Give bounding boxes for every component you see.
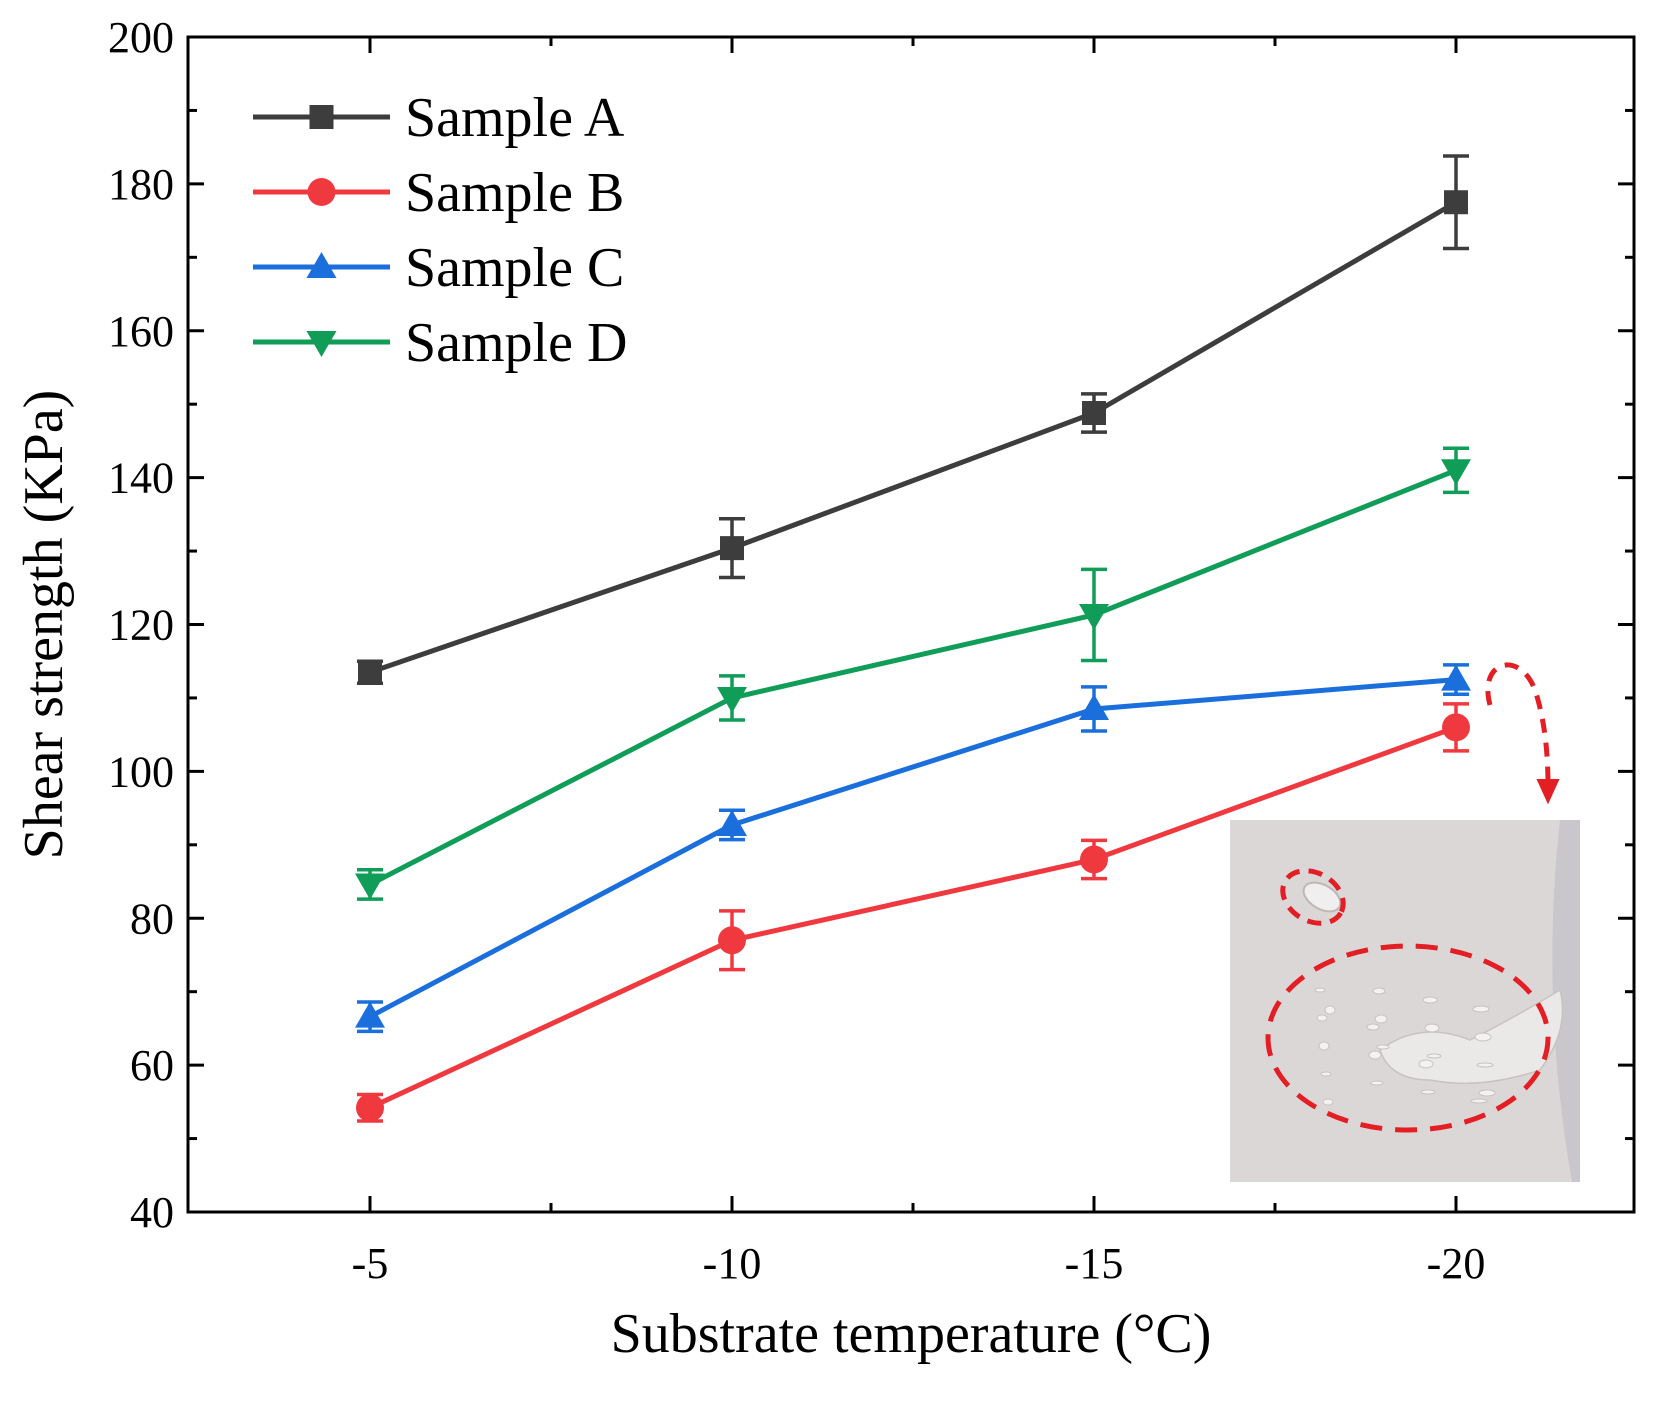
legend: Sample A Sample B Sample C Sample D bbox=[253, 87, 627, 374]
inset-ice-fragment bbox=[1370, 1080, 1384, 1086]
y-tick-label: 120 bbox=[108, 601, 174, 650]
legend-label: Sample D bbox=[405, 312, 627, 374]
inset-ice-fragment bbox=[1372, 987, 1386, 995]
inset-ice-fragment bbox=[1424, 1023, 1440, 1033]
series-line bbox=[369, 200, 1458, 675]
x-tick-label: -5 bbox=[352, 1239, 389, 1288]
series-sample-b bbox=[356, 702, 1470, 1123]
y-tick-label: 160 bbox=[108, 307, 174, 356]
triangle-up-marker bbox=[1079, 693, 1109, 720]
inset-ice-fragment bbox=[1318, 1041, 1330, 1051]
triangle-up-marker bbox=[717, 809, 747, 836]
x-tick-label: -20 bbox=[1427, 1239, 1486, 1288]
inset-pointer-arrowhead bbox=[1536, 779, 1560, 805]
x-tick-label: -15 bbox=[1065, 1239, 1124, 1288]
square-marker bbox=[309, 105, 334, 129]
series-sample-a bbox=[357, 154, 1469, 685]
circle-marker bbox=[1442, 713, 1470, 742]
legend-label: Sample B bbox=[405, 162, 624, 224]
square-marker bbox=[1082, 401, 1106, 425]
y-tick-label: 100 bbox=[108, 747, 174, 796]
triangle-up-marker bbox=[306, 252, 337, 278]
x-tick-label: -10 bbox=[703, 1239, 762, 1288]
y-tick-label: 140 bbox=[108, 454, 174, 503]
square-marker bbox=[1444, 190, 1468, 215]
inset-pointer-arrow bbox=[1485, 662, 1551, 786]
triangle-up-marker bbox=[1441, 664, 1471, 691]
inset-ice-fragment bbox=[1472, 1005, 1490, 1013]
inset-ice-fragment bbox=[1426, 1053, 1442, 1059]
y-tick-label: 60 bbox=[130, 1041, 174, 1090]
y-axis-title: Shear strength (KPa) bbox=[13, 390, 75, 860]
legend-item-sample-a: Sample A bbox=[253, 87, 625, 149]
triangle-up-marker bbox=[355, 1001, 385, 1028]
circle-marker bbox=[356, 1093, 384, 1122]
inset-ice-fragment bbox=[1470, 1098, 1488, 1104]
legend-item-sample-c: Sample C bbox=[253, 237, 624, 299]
inset-ice-fragment bbox=[1368, 1050, 1382, 1060]
legend-label: Sample C bbox=[405, 237, 624, 299]
square-marker bbox=[720, 536, 744, 561]
series-line bbox=[368, 724, 1457, 1110]
y-tick-label: 200 bbox=[108, 13, 174, 62]
square-marker bbox=[358, 660, 382, 685]
inset-ice-fragment bbox=[1374, 1014, 1388, 1024]
triangle-down-marker bbox=[717, 686, 747, 713]
triangle-down-marker bbox=[1441, 459, 1471, 486]
inset-background bbox=[1230, 820, 1580, 1182]
series-line bbox=[368, 677, 1457, 1019]
y-tick-label: 180 bbox=[108, 160, 174, 209]
circle-marker bbox=[1080, 845, 1108, 874]
inset-ice-fragment bbox=[1420, 1089, 1436, 1095]
x-axis: -5 -10 -15 -20 bbox=[352, 37, 1486, 1288]
inset-highlight-small-ellipse bbox=[1280, 868, 1346, 926]
inset-ice-fragment bbox=[1366, 1023, 1380, 1031]
x-axis-title: Substrate temperature (°C) bbox=[611, 1303, 1212, 1365]
y-tick-label: 40 bbox=[130, 1188, 174, 1237]
inset-ice-fragment bbox=[1314, 987, 1326, 993]
legend-item-sample-b: Sample B bbox=[253, 162, 624, 224]
inset-highlight-large-ellipse bbox=[1265, 943, 1551, 1133]
inset-ice-fragment bbox=[1320, 1071, 1332, 1077]
circle-marker bbox=[718, 926, 746, 955]
series-layer bbox=[355, 154, 1471, 1123]
triangle-down-marker bbox=[1079, 603, 1109, 630]
y-axis: 40 60 80 100 120 140 160 180 200 bbox=[108, 13, 1634, 1237]
series-sample-d bbox=[355, 446, 1471, 901]
inset-ice-fragment bbox=[1376, 1044, 1390, 1050]
inset-ice-droplet bbox=[1302, 881, 1342, 913]
series-line bbox=[368, 467, 1457, 887]
inset-photo bbox=[1230, 662, 1580, 1182]
inset-ice-fragment bbox=[1476, 1062, 1494, 1068]
inset-ice-fragment bbox=[1478, 1089, 1496, 1097]
inset-ice-fragment bbox=[1324, 1005, 1336, 1015]
inset-ice-fragment bbox=[1474, 1032, 1492, 1042]
triangle-down-marker bbox=[306, 331, 337, 357]
circle-marker bbox=[307, 178, 336, 206]
inset-ice-fragment bbox=[1322, 1098, 1334, 1106]
inset-ice-fragment bbox=[1418, 1059, 1434, 1069]
inset-ice-fragment bbox=[1316, 1014, 1328, 1022]
triangle-down-marker bbox=[355, 873, 385, 900]
inset-ice-fragment bbox=[1422, 996, 1438, 1004]
legend-label: Sample A bbox=[405, 87, 625, 149]
legend-item-sample-d: Sample D bbox=[253, 312, 627, 374]
series-sample-c bbox=[355, 663, 1471, 1034]
inset-edge-shadow bbox=[1552, 820, 1580, 1182]
y-tick-label: 80 bbox=[130, 894, 174, 943]
